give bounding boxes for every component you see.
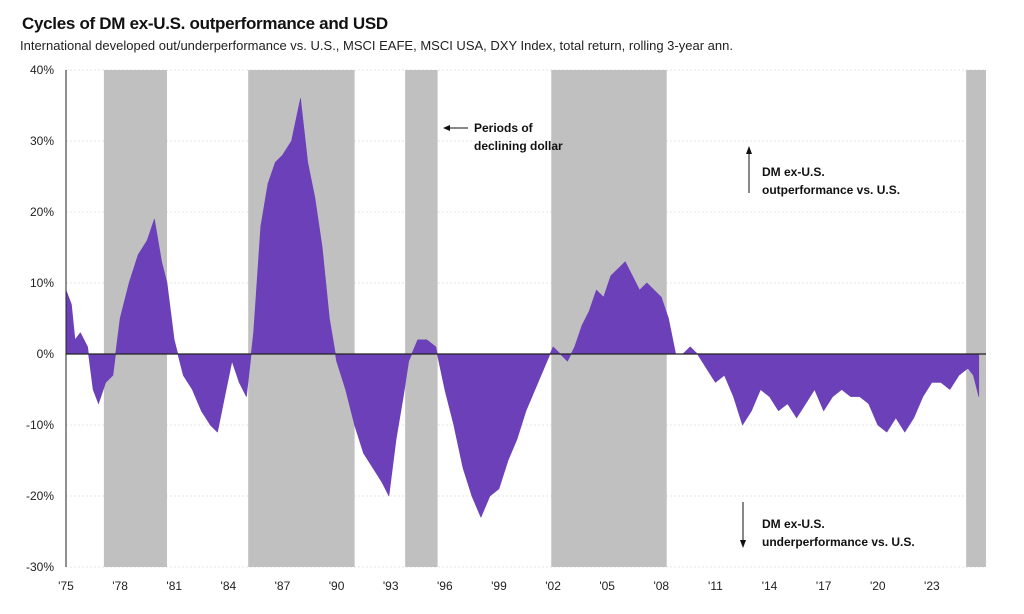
x-tick-label: '75	[58, 579, 74, 593]
chart-title: Cycles of DM ex-U.S. outperformance and …	[22, 14, 388, 33]
annotation-declining-dollar-1: Periods of	[474, 121, 534, 135]
y-tick-label: 20%	[30, 205, 54, 219]
x-tick-label: '90	[329, 579, 345, 593]
x-tick-label: '87	[275, 579, 291, 593]
x-tick-label: '78	[112, 579, 128, 593]
x-tick-label: '81	[166, 579, 182, 593]
annotation-declining-dollar-2: declining dollar	[474, 139, 563, 153]
x-tick-label: '84	[221, 579, 237, 593]
annotation-outperformance-1: DM ex-U.S.	[762, 165, 825, 179]
shaded-period	[405, 70, 438, 567]
annotation-outperformance-2: outperformance vs. U.S.	[762, 183, 900, 197]
chart-subtitle: International developed out/underperform…	[20, 38, 733, 53]
y-tick-label: 30%	[30, 134, 54, 148]
x-tick-label: '11	[708, 579, 723, 593]
x-tick-label: '17	[816, 579, 832, 593]
area-series	[65, 98, 980, 518]
x-tick-label: '02	[545, 579, 561, 593]
y-tick-label: -30%	[26, 560, 54, 574]
x-tick-label: '99	[491, 579, 507, 593]
y-axis-ticks: 40% 30% 20% 10% 0% -10% -20% -30%	[26, 63, 54, 574]
y-tick-label: 0%	[37, 347, 55, 361]
x-tick-label: '20	[870, 579, 886, 593]
x-tick-label: '96	[437, 579, 453, 593]
annotation-underperformance-2: underperformance vs. U.S.	[762, 535, 915, 549]
left-arrow-head-icon	[443, 125, 450, 131]
axes	[65, 70, 986, 567]
shaded-period	[966, 70, 986, 567]
y-tick-label: -20%	[26, 489, 54, 503]
x-tick-label: '05	[599, 579, 615, 593]
up-arrow-head-icon	[746, 146, 752, 154]
y-tick-label: 40%	[30, 63, 54, 77]
x-axis-ticks: '75 '78 '81 '84 '87 '90 '93 '96 '99 '02 '05 '08 '11 '…	[58, 579, 940, 593]
x-tick-label: '14	[762, 579, 778, 593]
annotations: Periods of declining dollar DM ex-U.S. o…	[443, 121, 915, 549]
gridlines	[66, 69, 986, 568]
x-tick-label: '93	[383, 579, 399, 593]
y-tick-label: -10%	[26, 418, 54, 432]
annotation-underperformance-1: DM ex-U.S.	[762, 517, 825, 531]
down-arrow-head-icon	[740, 540, 746, 548]
series-area	[65, 98, 980, 518]
x-tick-label: '23	[924, 579, 940, 593]
x-tick-label: '08	[653, 579, 669, 593]
y-tick-label: 10%	[30, 276, 54, 290]
